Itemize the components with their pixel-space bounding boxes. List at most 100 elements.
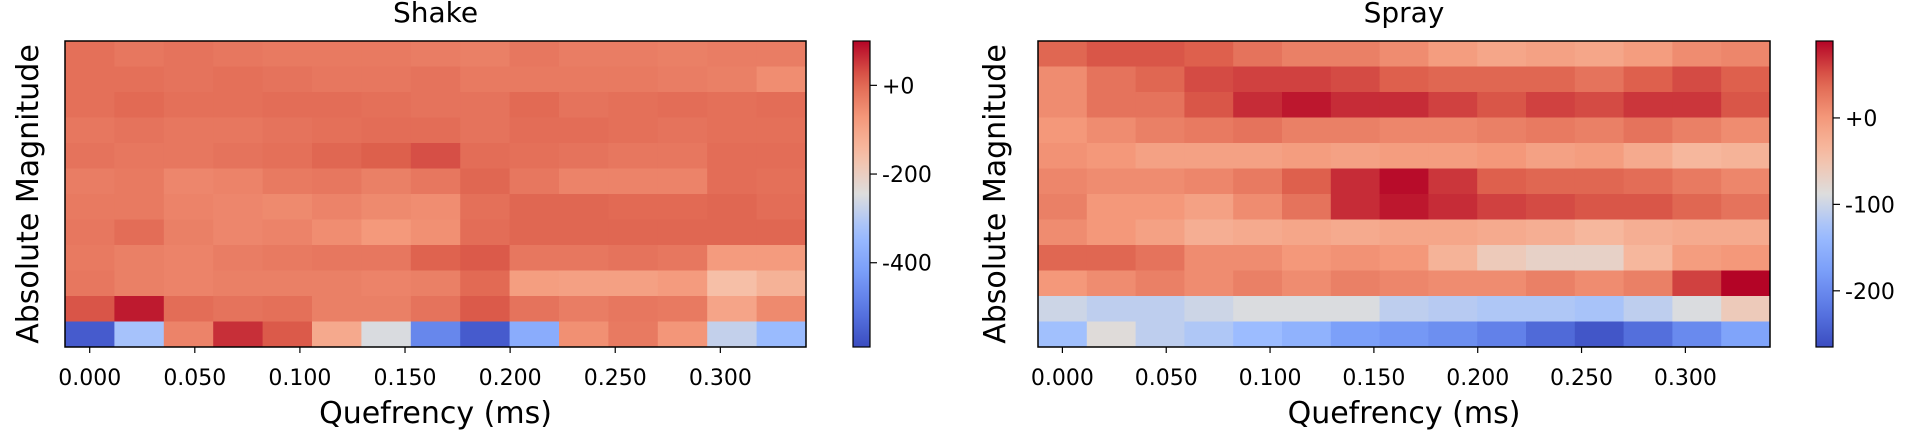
heatmap-cell (213, 219, 264, 246)
heatmap-cell (608, 168, 659, 195)
heatmap-cell (559, 219, 609, 246)
heatmap-cell (657, 321, 708, 348)
heatmap-cell (707, 245, 758, 271)
heatmap-cell (114, 41, 165, 67)
heatmap-cell (312, 168, 362, 195)
heatmap-cell (1184, 168, 1234, 195)
heatmap-cell (707, 41, 758, 67)
x-tick-label: 0.100 (1239, 366, 1302, 391)
heatmap-cell (559, 143, 609, 169)
heatmap-cell (312, 245, 362, 271)
heatmap-cell (1086, 92, 1137, 118)
heatmap-cell (213, 92, 264, 118)
heatmap-cell (1330, 92, 1381, 118)
heatmap-cell (114, 219, 165, 246)
heatmap-cell (608, 92, 659, 118)
heatmap-cell (608, 245, 659, 271)
heatmap-cell (1721, 66, 1771, 93)
x-tick-label: 0.250 (584, 366, 647, 391)
heatmap-cell (163, 41, 214, 67)
heatmap-cell (1477, 194, 1527, 220)
heatmap-cell (1574, 92, 1625, 118)
heatmap-cell (213, 117, 264, 144)
heatmap-cell (1038, 219, 1088, 246)
heatmap-cell (1526, 296, 1576, 322)
heatmap-cell (1330, 321, 1381, 348)
heatmap-cell (1038, 321, 1088, 348)
heatmap-cell (1721, 117, 1771, 144)
heatmap-cell (361, 270, 412, 297)
heatmap-cell (312, 194, 362, 220)
colorbar-tick-label: -200 (1845, 280, 1895, 305)
heatmap-cell (460, 168, 511, 195)
heatmap-cell (1086, 117, 1137, 144)
heatmap-cell (1330, 41, 1381, 67)
heatmap-cell (460, 117, 511, 144)
heatmap-cell (410, 245, 461, 271)
heatmap-cell (707, 92, 758, 118)
heatmap-cell (1428, 245, 1478, 271)
heatmap-cell (1330, 143, 1381, 169)
heatmap-cell (509, 194, 560, 220)
heatmap-cell (213, 66, 264, 93)
heatmap-cell (163, 270, 214, 297)
x-tick-label: 0.200 (479, 366, 542, 391)
heatmap-cell (1184, 66, 1234, 93)
heatmap-cell (1233, 92, 1283, 118)
heatmap-cell (707, 168, 758, 195)
heatmap-cell (1672, 143, 1722, 169)
heatmap-cell (114, 117, 165, 144)
heatmap-cell (1672, 117, 1722, 144)
x-tick-label: 0.300 (1654, 366, 1717, 391)
heatmap-cell (1477, 245, 1527, 271)
heatmap-cell (1721, 321, 1771, 348)
heatmap-cell (608, 41, 659, 67)
heatmap-cell (1282, 117, 1332, 144)
heatmap-cell (114, 66, 165, 93)
heatmap-cell (1330, 66, 1381, 93)
heatmap-cell (410, 168, 461, 195)
heatmap-cell (114, 321, 165, 348)
heatmap-cell (509, 321, 560, 348)
heatmap-cell (1184, 321, 1234, 348)
heatmap-cell (707, 194, 758, 220)
heatmap-cell (361, 321, 412, 348)
heatmap-cell (1282, 296, 1332, 322)
heatmap-cell (1379, 66, 1429, 93)
heatmap-cell (1574, 245, 1625, 271)
heatmap-cell (509, 143, 560, 169)
heatmap-cell (509, 296, 560, 322)
heatmap-cell (1623, 245, 1673, 271)
heatmap-cell (361, 92, 412, 118)
heatmap-cell (1282, 168, 1332, 195)
heatmap-cell (608, 66, 659, 93)
heatmap-cell (1526, 270, 1576, 297)
heatmap-cell (1672, 270, 1722, 297)
heatmap-cell (1574, 117, 1625, 144)
heatmap-cell (707, 143, 758, 169)
heatmap-cell (1526, 66, 1576, 93)
heatmap-cell (1623, 66, 1673, 93)
heatmap-cell (1282, 321, 1332, 348)
heatmap-cell (312, 41, 362, 67)
heatmap-cell (1526, 92, 1576, 118)
heatmap-cell (361, 41, 412, 67)
heatmap-cell (410, 321, 461, 348)
heatmap-cell (1184, 245, 1234, 271)
heatmap-cell (657, 296, 708, 322)
heatmap-cell (114, 270, 165, 297)
heatmap-cell (114, 296, 165, 322)
heatmap-cell (312, 143, 362, 169)
heatmap-cell (361, 117, 412, 144)
x-tick-label: 0.050 (163, 366, 226, 391)
colorbar-tick-label: -200 (882, 163, 932, 188)
heatmap-cell (1477, 92, 1527, 118)
heatmap-cell (1477, 321, 1527, 348)
heatmap-cell (1623, 296, 1673, 322)
heatmap-cell (262, 66, 313, 93)
heatmap-cell (1574, 66, 1625, 93)
heatmap-cell (213, 194, 264, 220)
x-axis-label: Quefrency (ms) (319, 396, 552, 431)
heatmap-cell (410, 219, 461, 246)
heatmap-cell (163, 245, 214, 271)
